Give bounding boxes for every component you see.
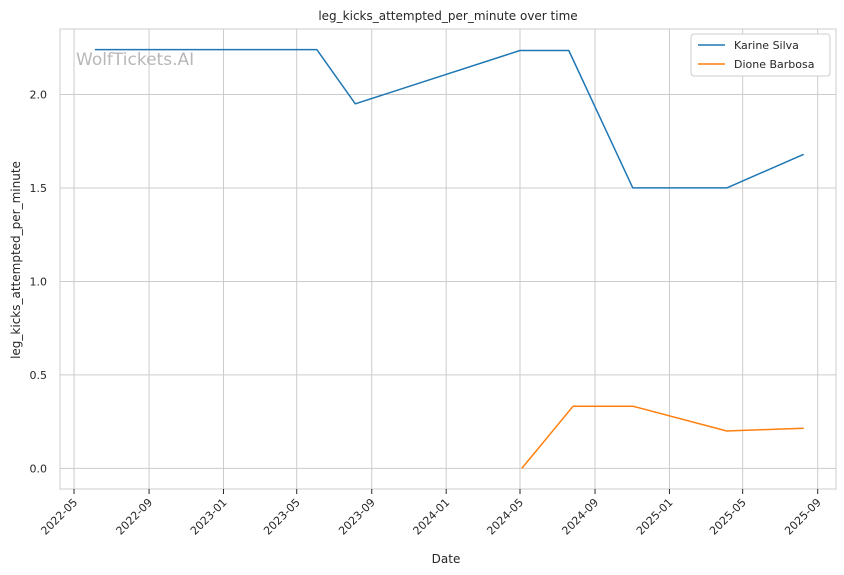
x-tick-label: 2023-01 xyxy=(188,496,230,538)
y-tick-label: 1.0 xyxy=(30,275,48,288)
x-tick-label: 2024-01 xyxy=(411,496,453,538)
series-line-dione-barbosa xyxy=(521,405,804,469)
watermark: WolfTickets.AI xyxy=(76,50,194,70)
y-tick-label: 2.0 xyxy=(30,88,48,101)
y-tick-label: 0.0 xyxy=(30,462,48,475)
legend-label-dione-barbosa: Dione Barbosa xyxy=(734,58,815,71)
x-tick-label: 2024-05 xyxy=(484,496,526,538)
grid-lines xyxy=(60,29,836,489)
x-tick-label: 2022-05 xyxy=(38,496,80,538)
x-tick-label: 2022-09 xyxy=(113,496,155,538)
x-tick-label: 2025-05 xyxy=(707,496,749,538)
x-tick-label: 2025-01 xyxy=(634,496,676,538)
x-tick-label: 2024-09 xyxy=(559,496,601,538)
plot-area xyxy=(60,29,836,489)
x-tick-label: 2025-09 xyxy=(782,496,824,538)
plot-frame xyxy=(59,28,837,490)
x-tick-label: 2023-09 xyxy=(336,496,378,538)
y-tick-label: 1.5 xyxy=(30,182,48,195)
x-axis-label: Date xyxy=(432,552,461,566)
chart-title: leg_kicks_attempted_per_minute over time xyxy=(318,9,577,23)
legend-label-karine-silva: Karine Silva xyxy=(734,39,799,52)
legend: Karine Silva Dione Barbosa xyxy=(690,33,831,77)
y-axis-ticks: 0.0 0.5 1.0 1.5 2.0 xyxy=(30,88,48,475)
legend-box xyxy=(690,33,831,77)
x-tick-label: 2023-05 xyxy=(261,496,303,538)
x-axis-ticks: 2022-05 2022-09 2023-01 2023-05 2023-09 2024-… xyxy=(38,489,824,538)
series-lines xyxy=(94,48,805,469)
y-tick-label: 0.5 xyxy=(30,369,48,382)
series-line-karine-silva xyxy=(94,48,805,189)
y-axis-label: leg_kicks_attempted_per_minute xyxy=(9,161,23,359)
